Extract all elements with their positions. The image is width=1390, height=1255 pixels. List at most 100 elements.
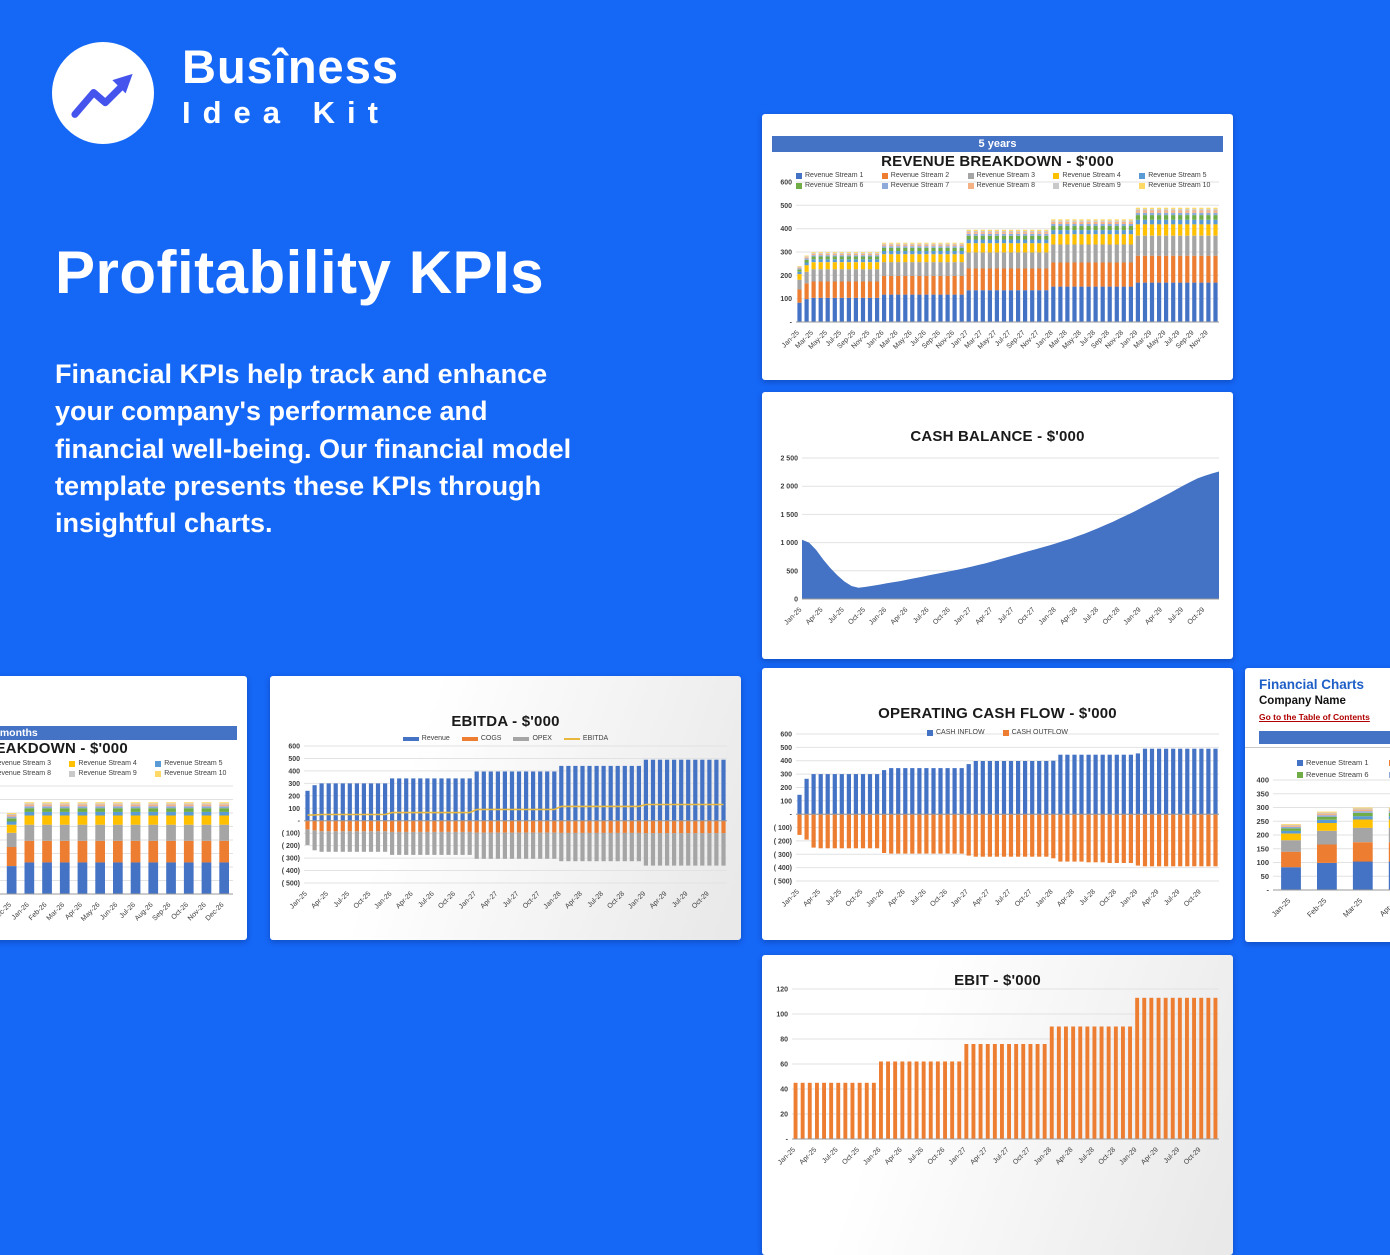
svg-text:-: - (298, 818, 301, 825)
svg-text:100: 100 (776, 1012, 788, 1019)
legend-item: COGS (461, 735, 501, 742)
svg-text:Oct-29: Oct-29 (1183, 888, 1203, 908)
svg-text:60: 60 (780, 1062, 788, 1069)
svg-text:Oct-26: Oct-26 (932, 606, 952, 626)
svg-text:2 500: 2 500 (780, 456, 798, 463)
legend-item: Revenue Stream 9 (1053, 182, 1139, 189)
legend-item: OPEX (513, 735, 552, 742)
legend-item: Revenue Stream 5 (1139, 172, 1225, 179)
svg-text:Mar-26: Mar-26 (46, 901, 67, 922)
svg-text:Oct-28: Oct-28 (1102, 606, 1122, 626)
panel-revenue-breakdown-5y: 5 years REVENUE BREAKDOWN - $'000 Revenu… (762, 114, 1233, 380)
svg-text:Oct-25: Oct-25 (847, 606, 867, 626)
svg-text:100: 100 (1256, 858, 1269, 867)
revenue-breakdown-5y-chart: 600 500 400 300 200 100- Jan-25 Mar-25 May-25 Jul… (766, 170, 1229, 375)
panel-revenue-breakdown-24m: 24 months REVENUE BREAKDOWN - $'000 Reve… (0, 676, 247, 940)
svg-text:Apr-26: Apr-26 (890, 606, 910, 626)
svg-text:( 300): ( 300) (282, 856, 300, 863)
svg-text:Oct-25: Oct-25 (841, 1146, 861, 1166)
svg-text:600: 600 (780, 180, 792, 187)
svg-text:Jan-28: Jan-28 (543, 890, 563, 910)
legend-item: Revenue Stream 7 (881, 182, 968, 189)
svg-text:Oct-25: Oct-25 (353, 890, 373, 910)
svg-text:-: - (786, 1137, 789, 1144)
svg-text:Jan-29: Jan-29 (1123, 606, 1143, 626)
panel-financial-charts-sheet: Financial Charts Company Name Go to the … (1245, 668, 1390, 942)
legend-item: Revenue (402, 735, 450, 742)
svg-text:Jul-25: Jul-25 (825, 888, 844, 907)
svg-text:Apr-26: Apr-26 (884, 1146, 904, 1166)
legend-item: Revenue Stream 3 (967, 172, 1054, 179)
svg-text:Jan-25: Jan-25 (781, 888, 801, 908)
ebitda-chart: 600 500 400 300 200 100 - ( 100) ( 200) ( 300) ( 4… (274, 738, 737, 940)
svg-text:Apr-27: Apr-27 (969, 1146, 989, 1166)
legend-item: CASH OUTFLOW (1002, 729, 1068, 736)
revenue-breakdown-24m-chart: 40035030025020015010050-Jan-25Feb-25Mar-… (0, 778, 243, 941)
legend-item: Revenue Stream 3 (0, 760, 51, 767)
period-tab-5-years: 5 years (772, 136, 1223, 152)
svg-text:Jun-26: Jun-26 (99, 901, 119, 921)
sheet-title: Financial Charts (1259, 677, 1365, 692)
legend-item: Revenue Stream 4 (69, 760, 155, 767)
svg-text:1 500: 1 500 (780, 512, 798, 519)
sheet-divider (1245, 747, 1390, 748)
svg-text:Oct-28: Oct-28 (1097, 1146, 1117, 1166)
svg-text:Oct-27: Oct-27 (1012, 1146, 1032, 1166)
svg-text:200: 200 (288, 793, 300, 800)
legend-item: Revenue Stream 1 (1297, 758, 1389, 767)
svg-text:Apr-25: Apr-25 (310, 890, 330, 910)
legend-item: Revenue Stream 6 (1297, 770, 1389, 779)
legend-item: Revenue Stream 2 (881, 172, 968, 179)
ebit-chart: 120 100 80 60 40 20- Jan-25 Apr-25 Jul-25 Oct-25 J… (766, 983, 1229, 1188)
svg-text:Jul-26: Jul-26 (907, 1146, 926, 1165)
svg-text:( 100): ( 100) (774, 825, 792, 832)
svg-text:20: 20 (780, 1112, 788, 1119)
svg-text:Sep-26: Sep-26 (151, 901, 172, 922)
svg-text:100: 100 (780, 296, 792, 303)
panel-ebit: EBIT - $'000 120 100 80 60 40 20 - Jan-25 Apr-25… (762, 955, 1233, 1255)
period-tab-24-months: 24 months (0, 726, 237, 740)
svg-text:Jul-29: Jul-29 (671, 890, 690, 909)
svg-text:Apr-29: Apr-29 (649, 890, 669, 910)
svg-text:400: 400 (780, 758, 792, 765)
chart-title: EBITDA - $'000 (451, 713, 560, 730)
svg-text:Jan-26: Jan-26 (868, 606, 888, 626)
legend-item: Revenue Stream 8 (967, 182, 1054, 189)
svg-text:Jul-27: Jul-27 (997, 606, 1016, 625)
svg-text:Oct-26: Oct-26 (437, 890, 457, 910)
svg-text:Jul-28: Jul-28 (1077, 1146, 1096, 1165)
svg-text:Jan-28: Jan-28 (1038, 606, 1058, 626)
svg-text:Apr-27: Apr-27 (974, 606, 994, 626)
svg-text:Apr-28: Apr-28 (1055, 1146, 1075, 1166)
svg-text:400: 400 (1256, 776, 1269, 785)
svg-text:Apr-25: Apr-25 (805, 606, 825, 626)
svg-text:300: 300 (288, 781, 300, 788)
svg-text:Apr-26: Apr-26 (887, 888, 907, 908)
panel-cash-balance: CASH BALANCE - $'000 2 500 2 000 1 500 1 00… (762, 392, 1233, 659)
svg-text:200: 200 (780, 785, 792, 792)
brand-text: Busîness Idea Kit (182, 42, 399, 131)
svg-text:( 100): ( 100) (282, 831, 300, 838)
table-of-contents-link[interactable]: Go to the Table of Contents (1259, 712, 1370, 722)
legend-item: Revenue Stream 5 (155, 760, 241, 767)
svg-text:100: 100 (288, 806, 300, 813)
svg-text:Apr-29: Apr-29 (1141, 888, 1161, 908)
svg-text:250: 250 (1256, 817, 1269, 826)
svg-text:Feb-25: Feb-25 (1305, 896, 1328, 919)
chart-title: REVENUE BREAKDOWN - $'000 (0, 740, 128, 757)
svg-text:1 000: 1 000 (780, 540, 798, 547)
svg-text:Jul-29: Jul-29 (1167, 606, 1186, 625)
operating-cash-flow-chart: 600 500 400 300 200 100 - ( 100) ( 200) ( 300) ( 4… (766, 728, 1229, 938)
company-name: Company Name (1259, 695, 1346, 707)
logo-circle (52, 42, 154, 144)
svg-text:Jan-26: Jan-26 (865, 888, 885, 908)
svg-text:Dec-25: Dec-25 (0, 901, 13, 922)
svg-text:500: 500 (780, 745, 792, 752)
panel-ebitda: EBITDA - $'000 Revenue COGS OPEX EBITDA 600… (270, 676, 741, 940)
svg-text:600: 600 (780, 732, 792, 739)
svg-text:350: 350 (1256, 789, 1269, 798)
page-title: Profitability KPIs (55, 239, 545, 306)
chart-title: EBIT - $'000 (954, 972, 1041, 989)
